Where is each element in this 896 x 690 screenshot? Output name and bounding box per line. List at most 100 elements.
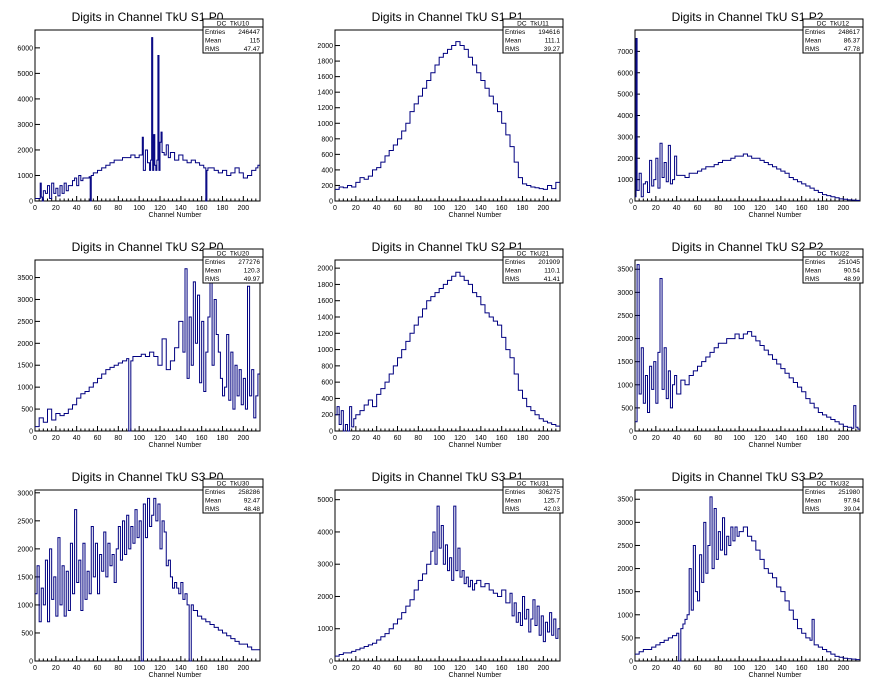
x-tick-label: 0 [333, 435, 337, 442]
y-tick-label: 3000 [17, 297, 33, 304]
y-tick-label: 4000 [17, 96, 33, 103]
stats-value-entries: 277276 [238, 259, 260, 266]
y-tick-label: 1000 [317, 121, 333, 128]
stats-label-rms: RMS [205, 46, 220, 53]
y-tick-label: 4000 [317, 529, 333, 536]
y-tick-label: 2000 [17, 341, 33, 348]
histogram-series-line [335, 505, 560, 657]
stats-value-entries: 248617 [838, 29, 860, 36]
stats-label-rms: RMS [505, 46, 520, 53]
chart-title: Digits in Channel TkU S3 P1 [372, 470, 524, 484]
x-tick-label: 100 [433, 665, 445, 672]
stats-value-entries: 306275 [538, 489, 560, 496]
x-tick-label: 80 [114, 205, 122, 212]
histogram-panel: Digits in Channel TkU S3 P1 0 20 40 60 80 100 1… [317, 470, 564, 679]
stats-value-mean: 110.1 [544, 268, 560, 275]
y-tick-label: 1000 [317, 626, 333, 633]
x-tick-label: 80 [714, 205, 722, 212]
stats-label-rms: RMS [205, 276, 220, 283]
stats-label-entries: Entries [505, 259, 526, 266]
y-tick-label: 1500 [17, 363, 33, 370]
x-tick-label: 40 [673, 665, 681, 672]
y-tick-label: 1000 [17, 602, 33, 609]
histogram-panel: Digits in Channel TkU S2 P1 0 20 40 60 80 100 1… [317, 240, 564, 449]
stats-value-entries: 251045 [838, 259, 860, 266]
x-tick-label: 140 [175, 665, 187, 672]
x-tick-label: 20 [52, 205, 60, 212]
y-tick-label: 0 [29, 199, 33, 206]
y-tick-label: 1000 [317, 347, 333, 354]
y-tick-label: 2000 [617, 336, 633, 343]
stats-value-rms: 39.04 [844, 506, 861, 513]
y-tick-label: 1600 [317, 298, 333, 305]
y-tick-label: 1400 [317, 90, 333, 97]
stats-value-rms: 47.78 [844, 46, 861, 53]
y-tick-label: 3500 [617, 267, 633, 274]
y-tick-label: 3000 [17, 122, 33, 129]
y-tick-label: 2500 [17, 319, 33, 326]
x-tick-label: 160 [196, 665, 208, 672]
x-tick-label: 140 [775, 205, 787, 212]
x-axis-label: Channel Number [749, 672, 803, 679]
x-tick-label: 0 [33, 205, 37, 212]
x-tick-label: 160 [496, 665, 508, 672]
stats-label-mean: Mean [205, 38, 222, 45]
plot-frame [634, 259, 861, 432]
y-tick-label: 1500 [17, 574, 33, 581]
stats-label-entries: Entries [505, 489, 526, 496]
stats-label-entries: Entries [205, 489, 226, 496]
stats-label-entries: Entries [805, 489, 826, 496]
x-tick-label: 0 [633, 665, 637, 672]
x-tick-label: 40 [673, 205, 681, 212]
x-tick-label: 140 [475, 205, 487, 212]
y-tick-label: 800 [321, 363, 333, 370]
histogram-panel: Digits in Channel TkU S2 P0 0 20 40 60 80 100 1… [17, 240, 264, 449]
histogram-series-line [35, 497, 260, 662]
stats-label-entries: Entries [805, 29, 826, 36]
y-tick-label: 4000 [617, 113, 633, 120]
x-axis-label: Channel Number [449, 212, 503, 219]
x-tick-label: 120 [754, 205, 766, 212]
x-tick-label: 60 [394, 665, 402, 672]
y-tick-label: 1500 [617, 359, 633, 366]
y-tick-label: 2000 [17, 546, 33, 553]
stats-box [502, 18, 564, 54]
x-tick-label: 0 [33, 665, 37, 672]
y-tick-label: 3500 [17, 275, 33, 282]
stats-label-entries: Entries [505, 29, 526, 36]
y-tick-label: 7000 [617, 49, 633, 56]
x-tick-label: 40 [73, 665, 81, 672]
y-tick-label: 400 [321, 167, 333, 174]
stats-label-rms: RMS [805, 506, 820, 513]
x-tick-label: 160 [196, 435, 208, 442]
stats-label-mean: Mean [805, 268, 822, 275]
x-tick-label: 40 [73, 205, 81, 212]
stats-value-entries: 246447 [238, 29, 260, 36]
y-tick-label: 500 [621, 405, 633, 412]
plot-frame [634, 489, 861, 662]
y-tick-label: 3000 [17, 490, 33, 497]
x-tick-label: 180 [217, 435, 229, 442]
x-tick-label: 60 [694, 435, 702, 442]
x-tick-label: 160 [796, 205, 808, 212]
x-tick-label: 140 [175, 435, 187, 442]
x-tick-label: 40 [373, 205, 381, 212]
x-tick-label: 100 [733, 435, 745, 442]
stats-value-mean: 111.1 [545, 38, 561, 45]
y-tick-label: 600 [321, 380, 333, 387]
histogram-series-line [35, 263, 260, 432]
x-tick-label: 180 [817, 665, 829, 672]
chart-title: Digits in Channel TkU S1 P2 [672, 10, 824, 24]
stats-value-mean: 90.54 [844, 268, 861, 275]
histogram-series-line [335, 41, 560, 190]
x-tick-label: 120 [454, 665, 466, 672]
histogram-panel: Digits in Channel TkU S1 P0 0 20 40 60 80 100 1… [17, 10, 264, 219]
stats-label-mean: Mean [205, 268, 222, 275]
chart-title: Digits in Channel TkU S2 P2 [672, 240, 824, 254]
y-tick-label: 1000 [17, 385, 33, 392]
y-tick-label: 6000 [17, 45, 33, 52]
stats-label-mean: Mean [505, 38, 522, 45]
y-tick-label: 1800 [317, 59, 333, 66]
x-tick-label: 200 [237, 665, 249, 672]
y-tick-label: 2000 [17, 147, 33, 154]
